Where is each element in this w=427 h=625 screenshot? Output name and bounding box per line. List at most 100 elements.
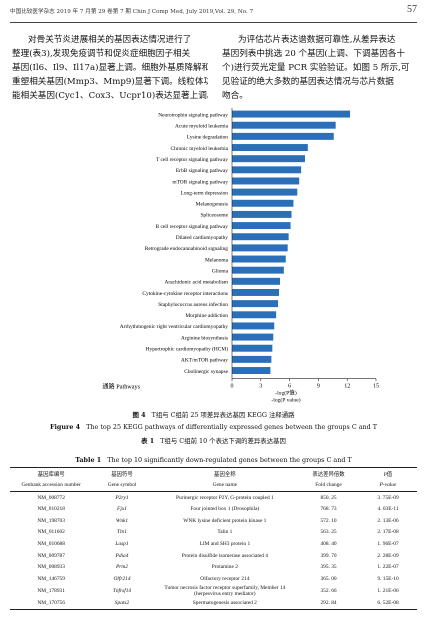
cell-gene-symbol: Tnfrsf14: [112, 588, 132, 594]
cell-p-value: 4. 03E-11: [377, 506, 399, 513]
kegg-pathway-bar-chart: Neurotrophin signaling pathway Acute myel…: [102, 108, 379, 404]
category-label: Staphylococcus aureus infection: [158, 301, 228, 308]
table-row: NM_009787 Pdia4 Protein disulfide isomeras…: [10, 550, 417, 562]
cell-gene-name: Purinergic receptor P2Y, G-protein coupl…: [175, 494, 274, 501]
table-row: NM_010688 Lasp1 LIM and SH3 protein 1 408. …: [10, 538, 417, 550]
category-label: Glioma: [212, 268, 229, 274]
cell-accession: NM_011602: [37, 529, 65, 536]
category-label: Neurotrophin signaling pathway: [158, 112, 228, 118]
cell-fold-change: 292. 84: [298, 597, 360, 611]
cell-p-value: 2. 13E-06: [377, 517, 399, 524]
table-row: NM_198703 Wnk1 WNK lysine deficient protei…: [10, 515, 417, 527]
cell-gene-symbol: P2ry1: [115, 494, 129, 501]
header-symbol-en: Gene symbol: [92, 480, 152, 492]
cell-gene-name: Four jointed box 1 (Drosophila): [190, 506, 260, 513]
x-tick-label: 6: [288, 384, 291, 390]
cell-p-value: 2. 28E-09: [377, 552, 399, 559]
cell-fold-change: 395. 35: [320, 564, 337, 571]
bar: [232, 333, 274, 341]
figure-label-en: Figure 4: [49, 423, 81, 431]
x-axis-ticks: 0 3 6 9 12 15: [231, 378, 379, 390]
table-body: NM_008772 P2ry1 Purinergic receptor P2Y, G…: [10, 492, 417, 611]
table-caption-cn: 表 1 T组与 C组前 10 个表达下调的差异表达基因: [0, 436, 427, 445]
table-row: NM_010218 Fjx1 Four jointed box 1 (Drosoph…: [10, 504, 417, 516]
bar: [232, 121, 336, 129]
cell-gene-symbol: Lasp1: [115, 540, 129, 547]
x-axis-label-en: -log(P value): [271, 397, 300, 404]
x-tick-label: 3: [259, 384, 262, 390]
category-label: Melanoma: [205, 257, 229, 263]
cell-fold-change: 563. 25: [320, 529, 337, 536]
header-symbol-cn: 基因符号: [111, 472, 133, 478]
bar: [232, 322, 275, 330]
down-regulated-genes-table: Table 1 The top 10 significantly down-re…: [10, 456, 417, 611]
bar: [232, 144, 308, 151]
bar: [232, 199, 294, 207]
cell-gene-symbol: Tln1: [117, 529, 127, 536]
x-tick-label: 12: [344, 384, 350, 390]
category-label: Morphine addiction: [185, 313, 228, 319]
category-label: Arachidonic acid metabolism: [165, 280, 229, 286]
bar: [232, 255, 286, 263]
bar: [232, 311, 277, 319]
cell-p-value: 6. 52E-08: [359, 597, 417, 611]
cell-gene-name: Spermatogenesis associated 2: [151, 597, 299, 611]
cell-p-value: 9. 15E-10: [377, 575, 399, 582]
category-label: Cholinergic synapse: [184, 369, 228, 375]
cell-fold-change: 352. 66: [320, 588, 337, 594]
category-label: Long-term depression: [181, 190, 229, 196]
cell-p-value: 1. 22E-07: [377, 564, 399, 571]
cell-gene-name: LIM and SH3 protein 1: [199, 540, 251, 547]
bar: [232, 289, 280, 296]
header-rule: [10, 22, 417, 23]
left-paragraph-line: 整理(表3),发现免疫调节和促炎症细胞因子相关: [12, 49, 191, 59]
table-caption-en-text: The top 10 significantly down-regulated …: [107, 456, 352, 464]
x-axis-label-cn: -log(P值): [275, 389, 297, 397]
table-row: NM_170756 Spats2 Spermatogenesis associate…: [10, 597, 417, 611]
category-label: ErbB signaling pathway: [176, 168, 228, 174]
category-label: B cell receptor signaling pathway: [156, 224, 229, 230]
bar: [232, 132, 334, 140]
cell-p-value: 1. 21E-06: [377, 588, 399, 594]
category-label: Arginine biosynthesis: [181, 335, 228, 341]
cell-accession: NM_198703: [37, 517, 65, 524]
cell-accession: NM_170756: [10, 597, 93, 611]
left-paragraph-line: 基因(Il6、Il9、Il17a)显著上调。细胞外基质降解和: [12, 63, 208, 73]
journal-header-text: 中国比较医学杂志 2019 年 7 月第 29 卷第 7 期 Chin J Co…: [10, 9, 254, 15]
left-paragraph-line: 重塑相关基因(Mmp3、Mmp9)显著下调。线粒体功: [12, 77, 208, 87]
cell-p-value: 2. 17E-08: [377, 529, 399, 536]
table-row: NM_146759 Olfr214 Olfactory receptor 214 36…: [10, 573, 417, 585]
table-caption-en: Table 1 The top 10 significantly down-re…: [10, 456, 417, 467]
bar: [232, 355, 272, 363]
header-name-en: Gene name: [151, 480, 299, 492]
table-label-en: Table 1: [75, 456, 102, 464]
category-label: Melanogenesis: [196, 202, 228, 208]
y-axis-label: 通路 Pathways: [102, 383, 140, 391]
category-label: Retrograde endocannabinoid signaling: [145, 246, 229, 252]
bar: [232, 344, 273, 352]
figure-caption-en: Figure 4 The top 25 KEGG pathways of dif…: [0, 423, 427, 431]
cell-gene-symbol: Wnk1: [115, 517, 129, 524]
header-fold-en: Fold change: [298, 480, 360, 492]
bar: [232, 277, 280, 285]
bar: [232, 155, 305, 163]
right-paragraph: 为评估芯片表达谱数据可靠性,从差异表达 基因列表中挑选 20 个基因(上调、下调…: [222, 33, 418, 103]
left-paragraph-line: 能相关基因(Cyc1、Cox3、Ucpr10)表达显著上调。: [12, 91, 208, 101]
cell-p-value: 1. 96E-07: [377, 540, 399, 547]
figure-label-cn: 图 4: [132, 411, 146, 419]
running-header: 中国比较医学杂志 2019 年 7 月第 29 卷第 7 期 Chin J Co…: [10, 4, 417, 15]
cell-accession: NM_010218: [37, 506, 65, 513]
cell-p-value: 3. 75E-09: [377, 494, 399, 501]
category-label: Spliceosome: [200, 213, 228, 219]
cell-accession: NM_008933: [37, 564, 65, 571]
category-label: Chronic myeloid leukemia: [171, 146, 229, 152]
right-paragraph-line: 见验证的绝大多数的基因表达情况与芯片数据: [222, 77, 394, 87]
category-label: Cytokine-cytokine receptor interactions: [142, 291, 228, 297]
header-p-en: P-value: [359, 480, 417, 492]
bar: [232, 188, 298, 196]
table-caption-cn-text: T组与 C组前 10 个表达下调的差异表达基因: [160, 437, 286, 445]
bar: [232, 266, 284, 274]
category-label: AKT/mTOR pathway: [181, 358, 228, 364]
bar: [232, 222, 291, 230]
table-row: NM_011602 Tln1 Talin 1 563. 25 2. 17E-08: [10, 527, 417, 539]
